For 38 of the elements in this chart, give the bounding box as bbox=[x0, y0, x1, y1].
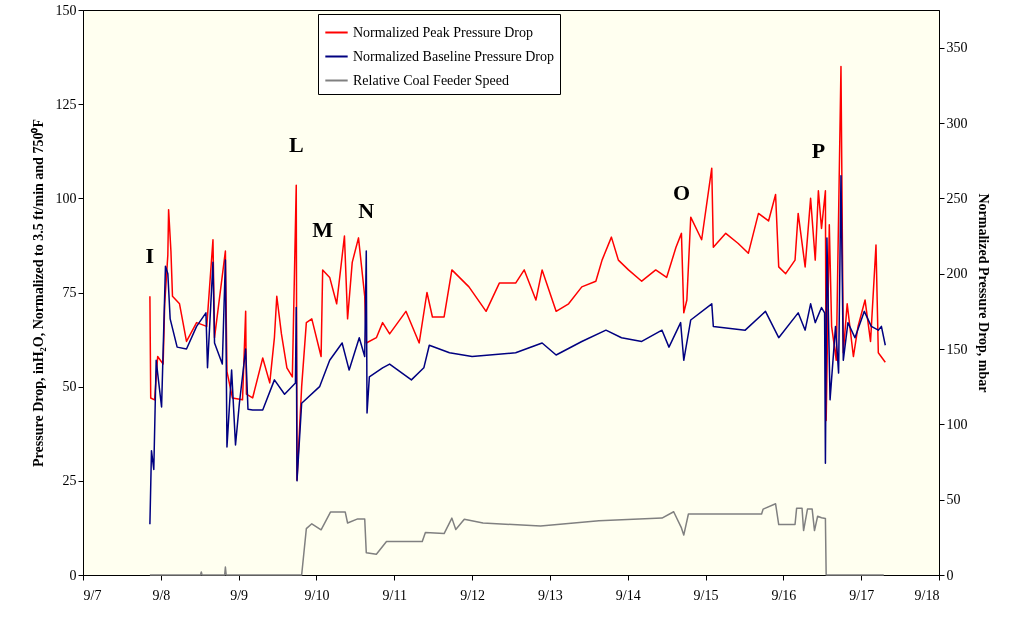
y-axis-title: Pressure Drop, inH₂O, Normalized to 3.5 ft/min and 750⁰F bbox=[29, 119, 46, 467]
y-tick-label: 50 bbox=[62, 379, 77, 395]
annotation: O bbox=[672, 180, 691, 206]
annotation: M bbox=[312, 216, 334, 242]
x-tick-label: 9/12 bbox=[460, 587, 486, 603]
x-tick-label: 9/7 bbox=[83, 587, 102, 603]
annotation: N bbox=[358, 198, 375, 224]
y2-tick-label: 100 bbox=[946, 416, 968, 432]
annotation: P bbox=[811, 137, 826, 163]
y2-tick-label: 300 bbox=[946, 115, 968, 131]
x-tick-label: 9/13 bbox=[537, 587, 563, 603]
y-tick-label: 0 bbox=[69, 567, 77, 583]
x-tick-label: 9/18 bbox=[914, 587, 940, 603]
x-tick-label: 9/16 bbox=[771, 587, 797, 603]
x-tick-label: 9/9 bbox=[230, 587, 249, 603]
y-tick-label: 75 bbox=[62, 285, 77, 300]
y2-tick-label: 200 bbox=[946, 266, 968, 282]
y2-tick-label: 0 bbox=[946, 567, 954, 583]
x-tick-label: 9/15 bbox=[693, 587, 719, 603]
annotation: L bbox=[288, 132, 304, 158]
legend-label: Normalized Peak Pressure Drop bbox=[353, 24, 534, 40]
y2-axis-title: Normalized Pressure Drop, mbar bbox=[975, 193, 991, 393]
annotation: I bbox=[145, 243, 155, 269]
x-tick-label: 9/8 bbox=[152, 587, 171, 603]
y-tick-label: 150 bbox=[55, 2, 77, 18]
y2-tick-label: 350 bbox=[946, 40, 968, 56]
y-tick-label: 125 bbox=[55, 96, 77, 112]
x-tick-label: 9/11 bbox=[382, 587, 407, 603]
y-tick-label: 100 bbox=[55, 190, 77, 206]
x-tick-label: 9/10 bbox=[304, 587, 330, 603]
y2-tick-label: 250 bbox=[946, 190, 968, 206]
y-tick-label: 25 bbox=[62, 473, 77, 489]
y2-tick-label: 50 bbox=[946, 492, 961, 508]
x-tick-label: 9/14 bbox=[615, 587, 641, 603]
x-tick-label: 9/17 bbox=[849, 587, 875, 603]
legend-label: Relative Coal Feeder Speed bbox=[353, 72, 509, 88]
legend-label: Normalized Baseline Pressure Drop bbox=[353, 48, 554, 64]
y2-tick-label: 150 bbox=[946, 341, 968, 357]
